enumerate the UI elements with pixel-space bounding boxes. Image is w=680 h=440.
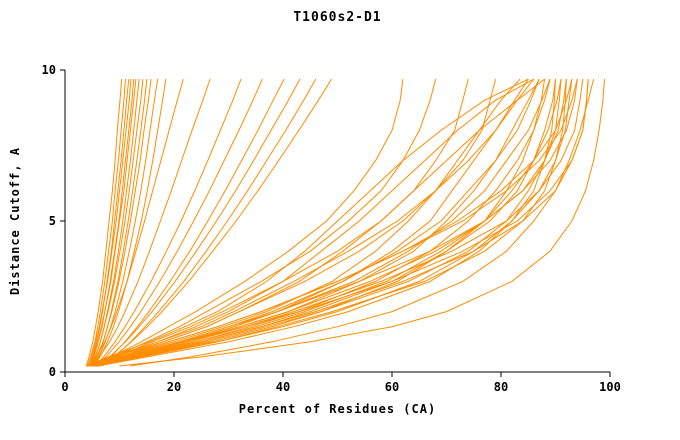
model-curve bbox=[90, 78, 551, 367]
model-curve bbox=[89, 78, 540, 367]
y-tick-label: 0 bbox=[49, 365, 56, 379]
x-tick-label: 0 bbox=[61, 380, 68, 394]
y-axis-label: Distance Cutoff, A bbox=[8, 146, 22, 296]
model-curve bbox=[92, 78, 497, 367]
model-curve bbox=[99, 78, 332, 367]
model-curve bbox=[89, 79, 144, 367]
model-curve bbox=[90, 78, 211, 367]
y-tick-label: 10 bbox=[42, 63, 56, 77]
model-curve bbox=[97, 78, 301, 367]
x-tick-label: 60 bbox=[385, 380, 399, 394]
x-tick-label: 40 bbox=[276, 380, 290, 394]
y-tick-label: 5 bbox=[49, 214, 56, 228]
model-curve bbox=[86, 79, 132, 367]
x-axis-label: Percent of Residues (CA) bbox=[238, 402, 437, 416]
model-curve bbox=[85, 79, 123, 367]
model-curve bbox=[97, 79, 556, 367]
model-curve bbox=[119, 79, 605, 367]
model-curve bbox=[92, 79, 404, 367]
model-curve bbox=[91, 79, 152, 367]
x-tick-label: 100 bbox=[599, 380, 621, 394]
model-curve bbox=[92, 78, 437, 367]
model-curve bbox=[94, 78, 242, 367]
model-curve bbox=[86, 78, 545, 367]
model-curve bbox=[92, 78, 573, 367]
plot-curves bbox=[85, 78, 605, 367]
model-curve bbox=[96, 79, 567, 367]
model-curve bbox=[89, 78, 184, 367]
model-curve bbox=[96, 79, 573, 367]
model-curve bbox=[92, 79, 562, 367]
model-curve bbox=[94, 79, 546, 367]
model-curve bbox=[130, 78, 595, 367]
model-curve bbox=[88, 79, 130, 367]
chart-title: T1060s2-D1 bbox=[293, 10, 382, 25]
model-curve bbox=[89, 78, 578, 367]
model-curve bbox=[93, 79, 167, 367]
model-curve bbox=[85, 78, 529, 367]
model-curve bbox=[87, 78, 529, 367]
model-curve bbox=[92, 78, 469, 367]
x-tick-label: 80 bbox=[494, 380, 508, 394]
model-curve bbox=[92, 79, 567, 367]
model-curve bbox=[92, 79, 589, 367]
model-curve bbox=[94, 79, 562, 367]
model-curve bbox=[94, 79, 584, 367]
model-curve bbox=[95, 78, 263, 367]
model-curve bbox=[88, 79, 137, 367]
plot-ticks: 0 20 40 60 80 100 0 5 10 bbox=[42, 63, 621, 394]
x-tick-label: 20 bbox=[167, 380, 181, 394]
